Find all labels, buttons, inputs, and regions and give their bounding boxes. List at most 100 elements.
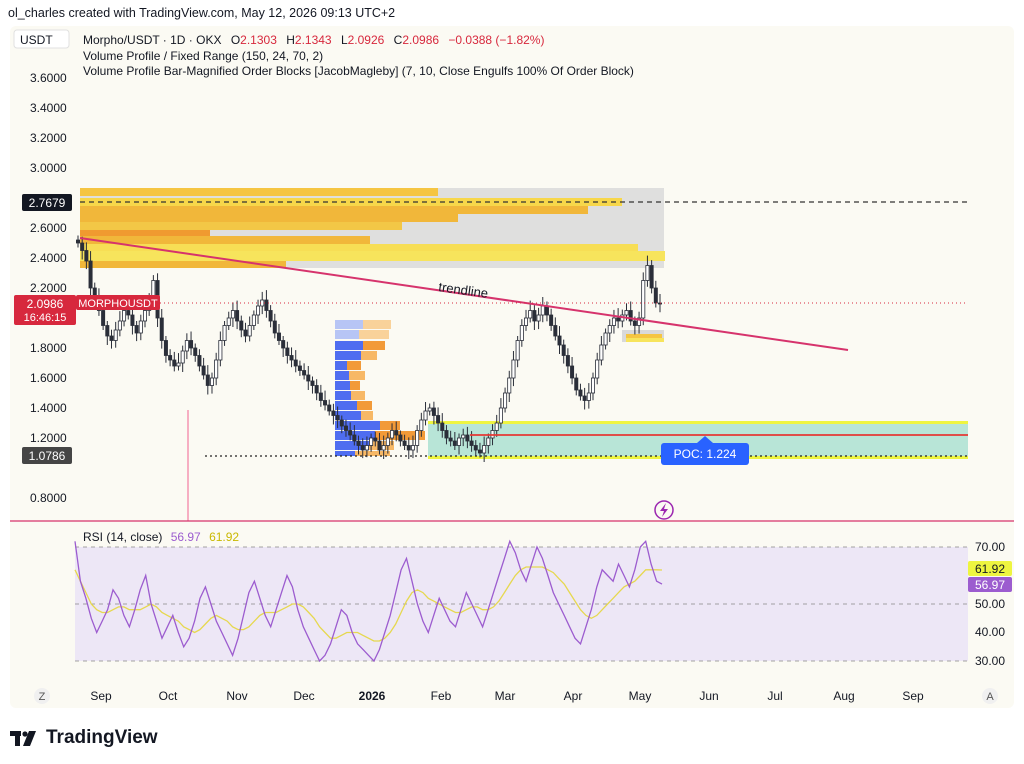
legend-o-label: O (231, 33, 240, 47)
zoom-out-label: Z (39, 691, 46, 703)
time-axis: Sep Oct Nov Dec 2026 Feb Mar Apr May Jun Jul Aug Sep (90, 689, 924, 703)
candle-body (369, 437, 374, 446)
trendline (79, 237, 849, 351)
rsi-value-1: 56.97 (171, 530, 201, 544)
candle-body (461, 434, 466, 439)
legend-c-value: 2.0986 (402, 33, 439, 47)
candle-body (184, 340, 189, 352)
price-tick-label: 1.2000 (30, 431, 67, 445)
candle-body (306, 374, 311, 382)
candle-body (653, 287, 658, 304)
candle-body (549, 314, 554, 326)
candle-body (390, 430, 395, 439)
price-tick-label: 1.8000 (30, 341, 67, 355)
profile-bar-buy (335, 381, 350, 390)
profile-bar (80, 206, 588, 214)
time-tick-label: 2026 (359, 689, 386, 703)
candle-body (323, 400, 328, 406)
indicator-1-label: Volume Profile / Fixed Range (150, 24, 7… (83, 49, 323, 63)
candle-body (101, 310, 106, 326)
candle-body (331, 410, 336, 416)
candle-body (565, 355, 570, 367)
candle-body (486, 437, 491, 446)
profile-bar-buy (335, 371, 349, 380)
bolt-icon[interactable] (654, 500, 674, 520)
candle-body (268, 310, 273, 322)
candle-body (624, 310, 629, 316)
zoom-out-button[interactable]: Z (34, 688, 50, 704)
profile-bar-buy (335, 361, 347, 370)
candle-body (339, 419, 344, 427)
candle-body (503, 392, 508, 409)
small-order-block-bar (626, 338, 664, 342)
candle-body (356, 440, 361, 446)
profile-bar (80, 222, 402, 230)
candle-body (561, 344, 566, 356)
candle-body (465, 434, 470, 442)
profile-bar-buy (335, 421, 380, 430)
time-tick-label: Aug (833, 689, 854, 703)
candle-body (607, 325, 612, 334)
candle-body (142, 310, 147, 322)
rsi-title: RSI (14, close) (83, 530, 162, 544)
time-tick-label: Apr (564, 689, 583, 703)
candle-body (218, 340, 223, 361)
rsi-value1-box (968, 577, 1012, 592)
poc-label-box (661, 443, 749, 465)
candle-body (289, 355, 294, 361)
candle-body (235, 310, 240, 322)
chart-caption: ol_charles created with TradingView.com,… (8, 6, 396, 20)
price-tick-label: 3.2000 (30, 131, 67, 145)
symbol-box-label: USDT (20, 33, 53, 47)
profile-bar (80, 251, 665, 261)
legend-change: −0.0388 (−1.82%) (448, 33, 544, 47)
candle-body (314, 385, 319, 394)
time-tick-label: Oct (159, 689, 178, 703)
candle-body (494, 422, 499, 431)
candle-body (168, 355, 173, 361)
candle-body (415, 430, 420, 446)
candle-body (444, 430, 449, 439)
rsi-tick-50: 50.00 (975, 597, 1005, 611)
candles-layer (76, 235, 663, 462)
candle-body (641, 280, 646, 319)
candle-body (80, 242, 85, 251)
current-price-label: 2.0986 (27, 297, 64, 311)
time-tick-label: May (629, 689, 652, 703)
candle-body (532, 310, 537, 322)
symbol-tag-box (76, 295, 160, 310)
candle-body (180, 350, 185, 364)
profile-bar-sell (369, 441, 394, 450)
candle-body (603, 332, 608, 346)
profile-bar-buy (335, 320, 363, 329)
candle-body (540, 305, 545, 316)
candle-body (570, 365, 575, 379)
candle-body (515, 340, 520, 361)
legend-h-value: 2.1343 (295, 33, 332, 47)
candle-body (297, 365, 302, 371)
auto-scale-button[interactable]: A (982, 688, 998, 704)
candle-body (482, 445, 487, 454)
candle-body (553, 325, 558, 337)
candle-body (381, 445, 386, 451)
candle-body (578, 389, 583, 397)
profile-bar (80, 188, 438, 196)
candle-body (84, 250, 89, 262)
candle-body (632, 320, 637, 326)
candle-body (272, 320, 277, 334)
volume-profile-layer (80, 188, 665, 456)
candle-body (76, 239, 81, 244)
time-tick-label: Jul (767, 689, 782, 703)
candle-body (591, 377, 596, 394)
small-order-block-bar (626, 334, 662, 338)
profile-bar-sell (347, 361, 361, 370)
candle-body (410, 445, 415, 451)
candle-body (239, 320, 244, 331)
candle-body (276, 332, 281, 341)
legend-line-1: Morpho/USDT · 1D · OKX O2.1303 H2.1343 L… (83, 33, 544, 47)
profile-bar-buy (335, 391, 351, 400)
tradingview-brand-text: TradingView (46, 727, 158, 748)
candle-body (247, 325, 252, 337)
legend-symbol: Morpho/USDT · 1D · OKX (83, 33, 221, 47)
